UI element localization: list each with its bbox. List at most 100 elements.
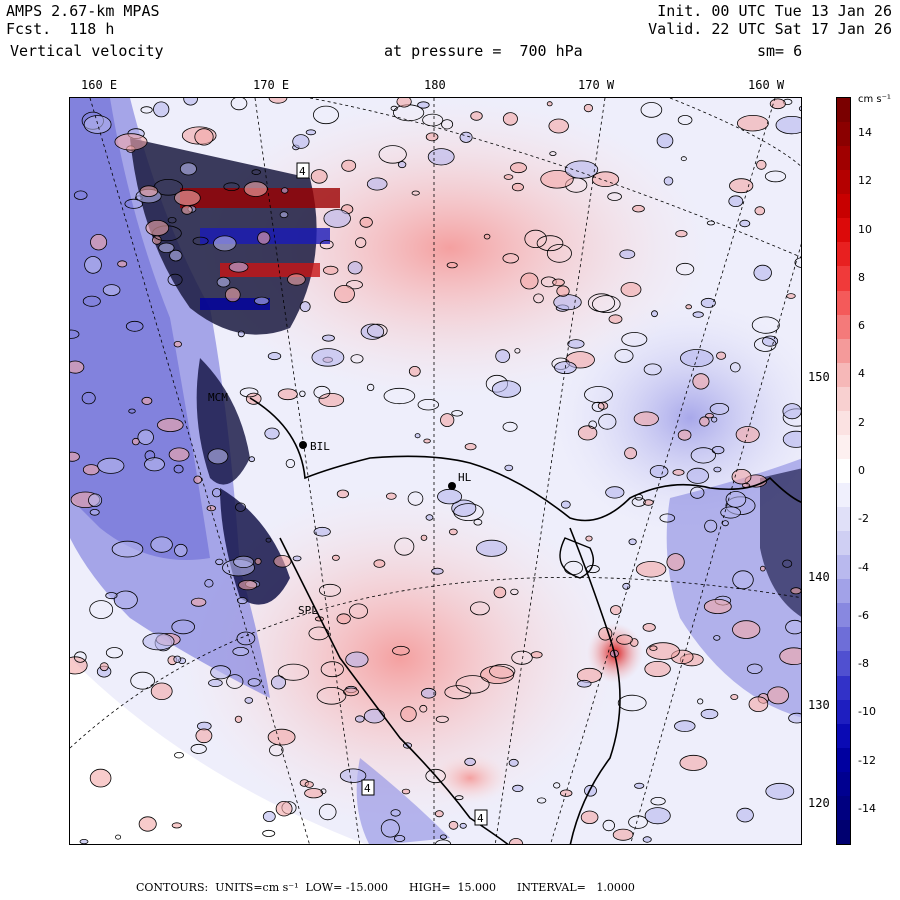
contour-blob bbox=[97, 457, 125, 474]
contour-blob bbox=[347, 261, 363, 275]
contour-blob bbox=[277, 663, 309, 681]
contour-blob bbox=[633, 411, 659, 427]
contour-blob bbox=[318, 803, 337, 821]
wave-cluster-east bbox=[760, 468, 801, 617]
lon-label-160e: 160 E bbox=[81, 78, 118, 92]
contour-blob bbox=[756, 159, 767, 170]
colorbar-tick-label: 12 bbox=[858, 174, 872, 188]
contour-blob bbox=[396, 98, 412, 108]
contour-blob bbox=[560, 789, 573, 797]
contour-blob bbox=[786, 293, 796, 299]
contour-blob bbox=[427, 148, 455, 166]
contour-blob bbox=[700, 708, 719, 720]
colorbar bbox=[836, 97, 851, 845]
contour-blob bbox=[82, 464, 100, 476]
contour-blob bbox=[729, 362, 741, 373]
contour-blob bbox=[703, 598, 732, 614]
contour-blob bbox=[612, 828, 634, 841]
contour-blob bbox=[105, 592, 118, 600]
contour-blob bbox=[469, 601, 490, 616]
contour-blob bbox=[130, 671, 155, 690]
contour-blob bbox=[794, 257, 801, 268]
station-dot-bil bbox=[299, 441, 307, 449]
graticule bbox=[70, 98, 801, 844]
contour-blob bbox=[84, 256, 102, 274]
contour-blob bbox=[441, 119, 454, 130]
contour-blob bbox=[798, 106, 801, 112]
colorbar-segment bbox=[837, 795, 850, 821]
contour-blob bbox=[173, 464, 184, 474]
contour-blob bbox=[262, 811, 276, 823]
contour-blob bbox=[237, 330, 245, 338]
contour-blob bbox=[520, 272, 539, 290]
contour-blob bbox=[605, 486, 625, 499]
max-marker-label-south2: 4 bbox=[477, 812, 484, 825]
contour-blob bbox=[553, 294, 582, 311]
contour-blob bbox=[591, 401, 605, 412]
contour-blob bbox=[434, 810, 444, 818]
contour-blob bbox=[334, 284, 355, 303]
contour-blob bbox=[735, 426, 760, 443]
contour-blob bbox=[577, 679, 592, 688]
contour-blob bbox=[560, 500, 571, 509]
contour-blob bbox=[583, 104, 594, 113]
pressure-level: at pressure = 700 hPa bbox=[384, 42, 583, 60]
contour-blob bbox=[685, 304, 692, 310]
contour-blob bbox=[378, 145, 407, 164]
contour-blob bbox=[732, 570, 754, 590]
colorbar-segment bbox=[837, 531, 850, 556]
forecast-hour: Fcst. 118 h bbox=[6, 20, 115, 38]
contour-blob bbox=[105, 647, 123, 659]
contour-blob bbox=[514, 348, 521, 354]
contour-blob bbox=[564, 160, 599, 179]
contour-blob bbox=[489, 663, 516, 679]
contour-blob bbox=[81, 391, 96, 405]
contour-blob bbox=[150, 536, 173, 553]
contour-blob bbox=[552, 278, 565, 287]
colorbar-segment bbox=[837, 483, 850, 508]
contour-blob bbox=[607, 192, 622, 201]
contour-blob bbox=[649, 465, 669, 478]
colorbar-tick-label: -10 bbox=[858, 705, 876, 719]
contour-blob bbox=[171, 619, 195, 635]
colorbar-segment bbox=[837, 723, 850, 749]
descent-south bbox=[356, 758, 450, 844]
contour-blob bbox=[584, 386, 613, 404]
contour-blob bbox=[419, 704, 428, 713]
station-label-spl: SPL bbox=[298, 604, 318, 617]
contour-blob bbox=[473, 518, 483, 526]
contour-blob bbox=[446, 262, 458, 269]
coastline-marie-byrd bbox=[569, 527, 621, 844]
contour-blob bbox=[659, 513, 676, 523]
contour-blob bbox=[675, 230, 688, 238]
contour-blob bbox=[640, 102, 663, 118]
contour-blob bbox=[373, 559, 386, 568]
contour-blob bbox=[323, 265, 339, 275]
contour-blob bbox=[705, 413, 714, 419]
contour-blob bbox=[503, 174, 514, 180]
contour-blob bbox=[536, 235, 564, 252]
contour-blob bbox=[254, 557, 262, 565]
contour-blob bbox=[268, 98, 288, 104]
contour-blob bbox=[245, 392, 262, 405]
contour-blob bbox=[644, 807, 671, 825]
contour-blob bbox=[483, 233, 491, 240]
colorbar-segment bbox=[837, 651, 850, 677]
contour-blob bbox=[621, 332, 648, 347]
contour-blob bbox=[305, 129, 317, 136]
contour-blob bbox=[459, 822, 467, 829]
model-title: AMPS 2.67-km MPAS bbox=[6, 2, 160, 20]
contour-blob bbox=[168, 447, 190, 462]
contour-blob bbox=[632, 204, 645, 213]
map-plot: BIL MCM SPL HL 4 4 4 bbox=[69, 97, 802, 845]
contour-blob bbox=[666, 553, 685, 571]
contour-blob bbox=[775, 116, 801, 135]
contour-blob bbox=[320, 661, 344, 678]
contour-blob bbox=[502, 112, 518, 126]
contour-blob bbox=[128, 408, 136, 414]
contour-blob bbox=[89, 508, 100, 516]
contour-blob bbox=[247, 678, 261, 687]
colorbar-segment bbox=[837, 555, 850, 580]
contour-blob bbox=[299, 301, 311, 313]
contour-blob bbox=[764, 170, 787, 183]
